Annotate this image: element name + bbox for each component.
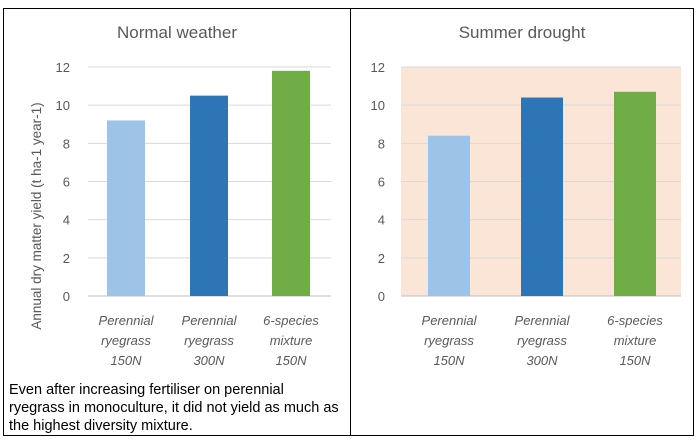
y-tick-label: 2 [378,251,385,266]
chart-title: Summer drought [458,23,586,42]
y-tick-label: 8 [378,136,385,151]
y-axis-label: Annual dry matter yield (t ha-1 year-1) [29,102,44,329]
x-category-label: 6-species mixture 150N [263,313,319,368]
y-tick-label: 10 [56,98,70,113]
bar [521,97,563,297]
x-category-label: 6-species mixture 150N [607,313,663,368]
bar [428,135,470,296]
chart-summer-drought: 0 2 4 6 8 10 12 Perennial ryegrass 150N Perennial r… [371,60,681,368]
y-tick-label: 12 [56,60,70,75]
x-category-label: Perennial ryegrass 300N [182,313,238,368]
bar [614,91,656,296]
y-tick-label: 0 [63,289,70,304]
y-tick-label: 4 [63,213,70,228]
x-category-label: Perennial ryegrass 150N [422,313,478,368]
y-tick-label: 10 [371,98,385,113]
y-tick-label: 0 [378,289,385,304]
y-tick-label: 2 [63,251,70,266]
x-category-label: Perennial ryegrass 150N [99,313,155,368]
chart-panel-normal-weather: Normal weather 0 2 4 6 8 10 12 Perennial ryegras… [3,8,351,436]
y-tick-label: 6 [63,175,70,190]
chart-normal-weather: 0 2 4 6 8 10 12 Perennial ryegrass 150N Perennial r… [29,60,331,368]
bar [107,120,145,296]
y-tick-label: 6 [378,175,385,190]
y-tick-label: 4 [378,213,385,228]
bar [190,95,228,296]
x-category-label: Perennial ryegrass 300N [515,313,571,368]
bar [272,70,310,296]
chart-title: Normal weather [117,23,237,42]
y-tick-label: 12 [371,60,385,75]
y-tick-label: 8 [63,136,70,151]
caption-text: Even after increasing fertiliser on pere… [9,382,339,434]
chart-panel-summer-drought: Summer drought 0 2 4 6 8 10 12 Perennial ryegras… [350,8,694,436]
